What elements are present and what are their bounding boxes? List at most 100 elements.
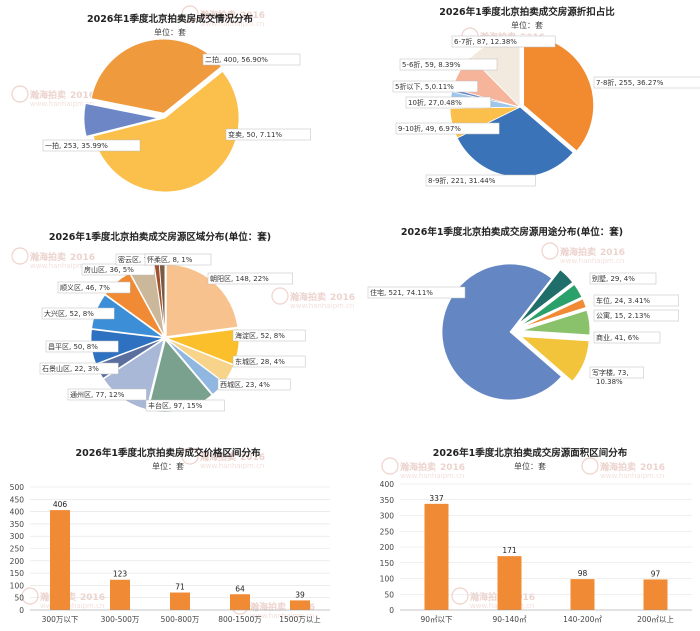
watermark-year: 2016 <box>640 463 665 473</box>
bar <box>424 503 449 610</box>
watermark-site: www.hanhaipm.cn <box>30 100 94 108</box>
watermark-text: 瀚海拍卖 <box>600 461 636 473</box>
pie-label-box <box>367 286 466 299</box>
pie-data-label: 7-8折, 255, 36.27% <box>596 78 664 87</box>
pie-label-box <box>39 362 119 375</box>
watermark-seal-icon <box>381 457 399 475</box>
pie-label-box <box>144 253 212 266</box>
pie-slice-0 <box>518 269 574 324</box>
bar-value-label: 98 <box>578 569 588 578</box>
pie-data-label: 朝阳区, 148, 22% <box>210 274 269 283</box>
watermark-site: www.hanhaipm.cn <box>200 20 264 28</box>
bar-value-label: 39 <box>295 590 305 599</box>
watermark-seal-icon <box>271 287 289 305</box>
bar <box>50 510 70 610</box>
pie-data-label: 6-7折, 87, 12.38% <box>454 37 517 46</box>
pie-slice-3 <box>521 309 591 336</box>
pie-label-box <box>202 53 301 66</box>
x-tick-label: 200㎡以上 <box>637 615 674 624</box>
watermark-year: 2016 <box>240 453 265 463</box>
pie-data-label: 通州区, 77, 12% <box>70 390 125 399</box>
pie-chart-2: 朝阳区, 148, 22% 海淀区, 52, 8% 东城区, 28, 4% 西城区, … <box>39 253 306 413</box>
bar <box>110 579 130 610</box>
y-tick-label: 450 <box>10 495 25 504</box>
pie-label-box <box>405 96 491 109</box>
y-tick-label: 250 <box>380 527 395 536</box>
bar-value-label: 97 <box>651 569 661 578</box>
pie-data-label: 海淀区, 52, 8% <box>235 331 285 340</box>
watermark-text: 瀚海拍卖 <box>400 461 436 473</box>
watermark-seal-icon <box>11 85 29 103</box>
pie-data-label: 昌平区, 50, 8% <box>48 343 98 351</box>
chart-title: 2026年1季度北京拍卖成交房源面积区间分布 <box>433 447 628 459</box>
pie-label-box <box>45 340 119 353</box>
pie-data-label: 5-6折, 59, 8.39% <box>402 60 461 69</box>
y-tick-label: 50 <box>384 590 394 599</box>
x-tick-label: 300-500万 <box>101 615 140 624</box>
bar-value-label: 337 <box>429 494 444 503</box>
pie-slice-4 <box>519 336 590 382</box>
pie-chart-0: 二拍, 400, 56.90% 变卖, 50, 7.11% 一拍, 253, 35.… <box>42 38 311 193</box>
bar-value-label: 64 <box>235 584 245 593</box>
y-tick-label: 100 <box>10 581 25 590</box>
pie-slice-2 <box>521 298 587 329</box>
pie-data-label: 西城区, 23, 4% <box>220 381 270 389</box>
watermark-text: 瀚海拍卖 <box>290 291 326 303</box>
pie-chart-1: 7-8折, 255, 36.27% 8-9折, 221, 31.44% 9-10折,… <box>392 34 700 187</box>
bar-value-label: 406 <box>53 500 68 509</box>
x-tick-label: 800-1500万 <box>218 615 262 624</box>
y-tick-label: 300 <box>10 532 25 541</box>
x-tick-label: 300万以下 <box>42 615 79 624</box>
x-tick-label: 90-140㎡ <box>492 615 527 624</box>
pie-data-label: 10折, 27,0.48% <box>408 98 462 107</box>
watermark-site: www.hanhaipm.cn <box>250 612 314 620</box>
watermark-seal-icon <box>541 242 559 260</box>
pie-label-box <box>232 355 306 368</box>
watermark-site: www.hanhaipm.cn <box>290 302 354 310</box>
watermark-seal-icon <box>451 587 469 605</box>
pie-chart-3: 别墅, 29, 4% 车位, 24, 3.41% 公寓, 15, 2.13% 商业, … <box>367 263 679 401</box>
watermark-seal-icon <box>181 5 199 23</box>
watermark-site: www.hanhaipm.cn <box>200 462 264 470</box>
chart-title: 2026年1季度北京拍卖成交房源用途分布(单位：套) <box>401 226 623 238</box>
watermark-year: 2016 <box>330 293 355 303</box>
pie-label-box <box>451 35 556 48</box>
y-tick-label: 350 <box>380 496 395 505</box>
x-tick-label: 140-200㎡ <box>563 615 602 624</box>
chart-title: 2026年1季度北京拍卖房成交价格区间分布 <box>75 447 261 459</box>
chart-subtitle: 单位：套 <box>514 461 546 471</box>
pie-label-box <box>225 128 311 141</box>
y-tick-label: 500 <box>10 483 25 492</box>
pie-data-label: 房山区, 36, 5% <box>84 265 134 274</box>
pie-data-label: 大兴区, 52, 8% <box>44 309 94 318</box>
watermark-text: 瀚海拍卖 <box>560 246 596 258</box>
pie-data-label: 商业, 41, 6% <box>596 333 639 342</box>
pie-label-box <box>589 366 644 379</box>
pie-data-label: 9-10折, 49, 6.97% <box>398 124 461 133</box>
chart-title: 2026年1季度北京拍卖成交房源折扣占比 <box>439 6 615 18</box>
pie-label-box <box>593 76 700 89</box>
watermark-site: www.hanhaipm.cn <box>30 262 94 270</box>
watermark-year: 2016 <box>70 253 95 263</box>
watermark-year: 2016 <box>240 11 265 21</box>
pie-label-box <box>593 294 679 307</box>
y-tick-label: 400 <box>10 508 25 517</box>
pie-data-label: 一拍, 253, 35.99% <box>45 141 108 150</box>
watermark-site: www.hanhaipm.cn <box>400 472 464 480</box>
pie-label-box <box>41 307 115 320</box>
bar-value-label: 71 <box>175 583 185 592</box>
chart-title: 2026年1季度北京拍卖房成交情况分布 <box>87 13 254 25</box>
pie-slice-1 <box>83 103 159 137</box>
pie-data-label: 顺义区, 46, 7% <box>60 284 110 292</box>
x-tick-label: 500-800万 <box>161 615 200 624</box>
bar <box>230 594 250 610</box>
pie-data-label: 车位, 24, 3.41% <box>596 296 650 305</box>
watermark-seal-icon <box>11 247 29 265</box>
y-tick-label: 150 <box>10 569 25 578</box>
pie-data-label: 8-9折, 221, 31.44% <box>428 176 496 185</box>
